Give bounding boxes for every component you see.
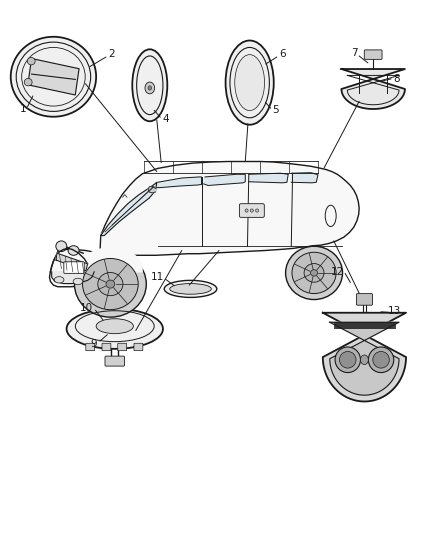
Text: 10: 10 [80,303,93,313]
Ellipse shape [68,246,79,255]
Polygon shape [342,69,405,109]
FancyBboxPatch shape [64,262,84,273]
Ellipse shape [56,241,67,252]
Text: 6: 6 [279,50,286,59]
Ellipse shape [311,270,318,276]
Text: 13: 13 [388,306,401,316]
Polygon shape [49,161,359,287]
Polygon shape [330,322,399,395]
Ellipse shape [251,209,253,212]
Ellipse shape [373,351,389,368]
Text: 1: 1 [20,104,27,114]
Ellipse shape [106,280,115,288]
Ellipse shape [256,209,258,212]
Text: 7: 7 [351,49,358,58]
Ellipse shape [339,351,356,368]
Ellipse shape [24,78,32,86]
Ellipse shape [73,278,83,285]
Polygon shape [56,253,88,271]
Ellipse shape [226,41,274,125]
Ellipse shape [11,37,96,117]
Ellipse shape [235,55,265,111]
Polygon shape [204,174,245,185]
Ellipse shape [54,277,64,283]
Ellipse shape [132,50,167,122]
Text: 8: 8 [393,74,400,84]
FancyBboxPatch shape [364,50,382,59]
FancyBboxPatch shape [102,343,111,351]
Ellipse shape [82,259,138,310]
FancyBboxPatch shape [134,343,143,351]
Ellipse shape [27,58,35,65]
FancyBboxPatch shape [240,204,264,217]
Polygon shape [148,187,156,193]
FancyBboxPatch shape [118,343,127,351]
Text: 5: 5 [272,106,279,115]
Ellipse shape [245,209,248,212]
Text: 11: 11 [151,272,164,282]
Ellipse shape [286,246,343,300]
Polygon shape [78,248,142,272]
Ellipse shape [368,347,394,373]
Text: 12: 12 [331,267,344,277]
Text: 2: 2 [108,50,115,59]
Ellipse shape [96,319,133,334]
Text: 9: 9 [90,339,97,349]
Polygon shape [323,313,406,401]
FancyBboxPatch shape [86,343,95,351]
Ellipse shape [98,272,123,296]
Ellipse shape [164,280,217,297]
Ellipse shape [148,86,152,90]
Ellipse shape [170,284,212,294]
Polygon shape [291,173,318,183]
FancyBboxPatch shape [105,356,124,366]
Ellipse shape [292,252,336,294]
Ellipse shape [145,82,155,94]
Ellipse shape [335,347,360,373]
Polygon shape [101,182,157,236]
Polygon shape [52,272,94,284]
Ellipse shape [74,251,146,317]
Ellipse shape [360,355,368,365]
Ellipse shape [67,309,163,349]
Polygon shape [28,59,79,95]
Polygon shape [157,177,201,188]
Ellipse shape [304,264,324,282]
Text: 4: 4 [162,115,169,124]
Polygon shape [249,173,288,183]
FancyBboxPatch shape [357,294,372,305]
